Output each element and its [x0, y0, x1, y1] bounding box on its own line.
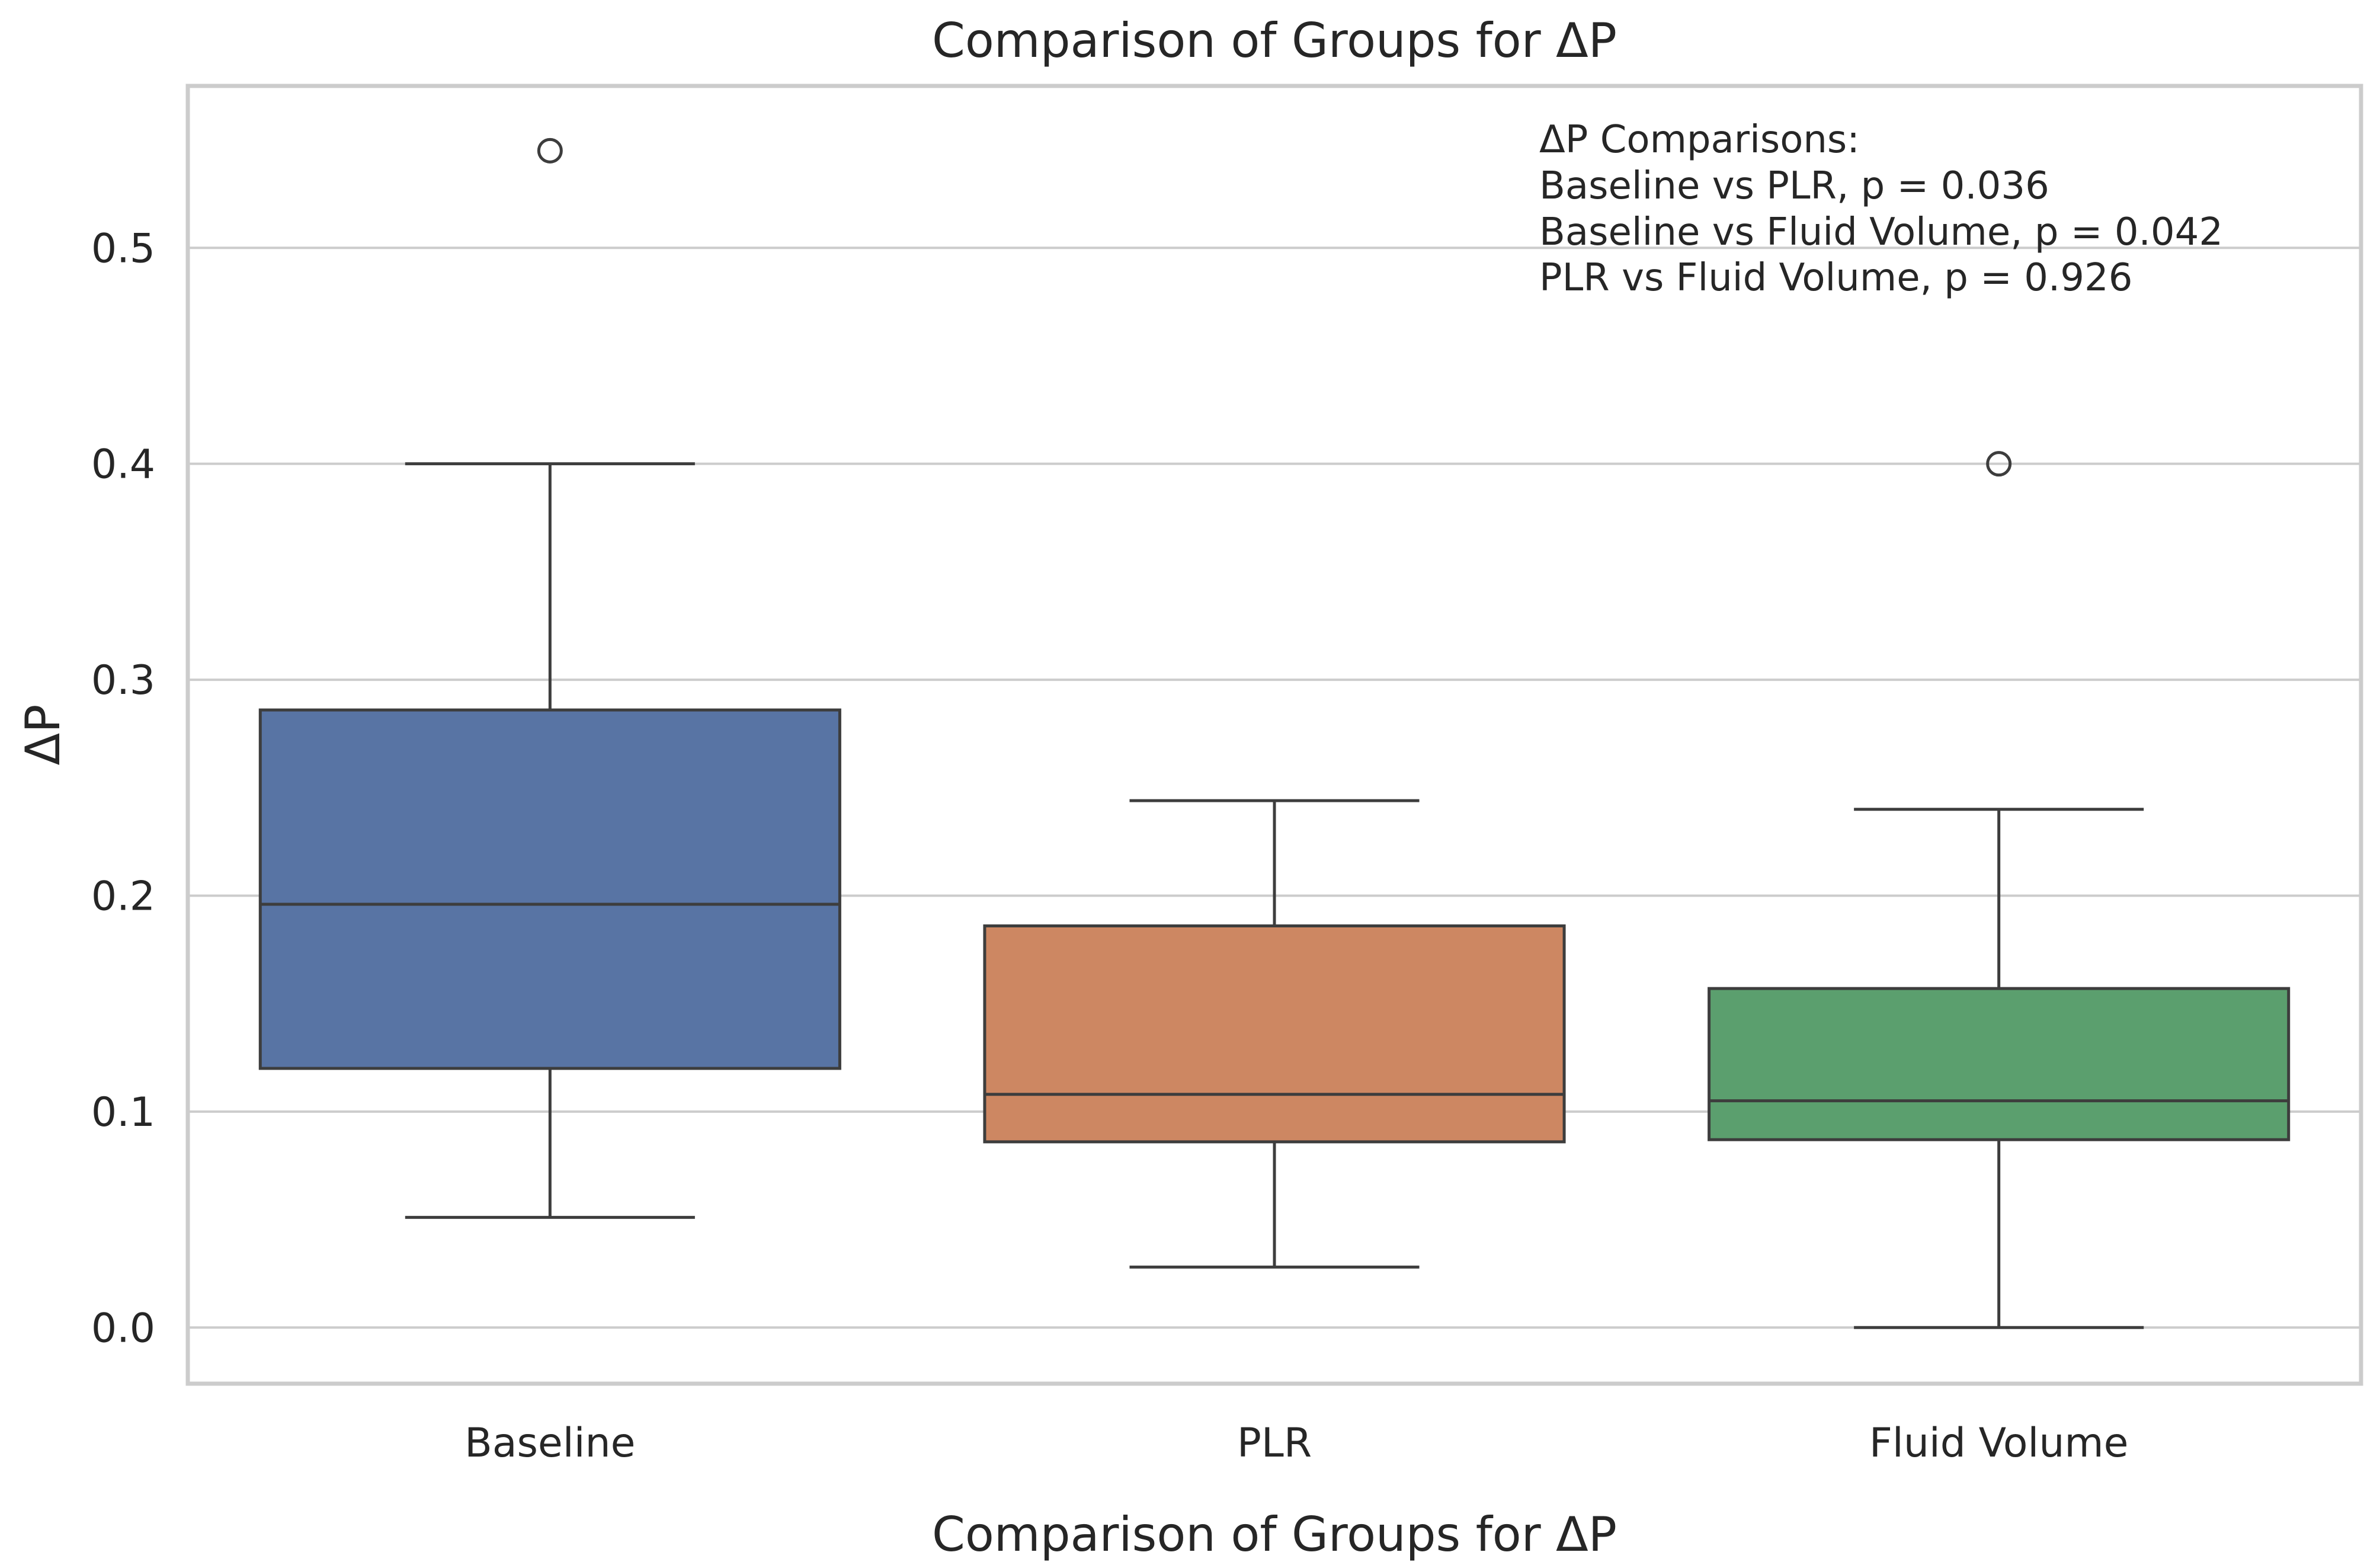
box-iqr — [983, 924, 1566, 1144]
y-tick-labels: 0.0 0.1 0.2 0.3 0.4 0.5 — [91, 225, 155, 1352]
y-tick-label: 0.0 — [91, 1305, 155, 1352]
boxes — [258, 137, 2291, 1329]
x-tick-label: Fluid Volume — [1869, 1420, 2129, 1467]
x-tick-labels: Baseline PLR Fluid Volume — [465, 1420, 2128, 1467]
outlier-point — [1986, 451, 2012, 477]
annotation-line: ΔP Comparisons: — [1539, 118, 1860, 162]
x-tick-label: Baseline — [465, 1420, 635, 1467]
annotation-line: Baseline vs Fluid Volume, p = 0.042 — [1539, 210, 2223, 254]
box-group — [258, 137, 841, 1219]
box-iqr — [258, 708, 841, 1070]
outlier-point — [537, 137, 563, 164]
chart-title: Comparison of Groups for ΔP — [932, 13, 1617, 68]
x-axis-title: Comparison of Groups for ΔP — [932, 1507, 1617, 1562]
y-tick-label: 0.4 — [91, 441, 155, 488]
annotation-line: Baseline vs PLR, p = 0.036 — [1539, 164, 2049, 208]
y-tick-label: 0.1 — [91, 1089, 155, 1136]
y-tick-label: 0.3 — [91, 657, 155, 704]
y-axis-title: ΔP — [15, 705, 71, 766]
box-group — [983, 799, 1566, 1269]
y-tick-label: 0.2 — [91, 873, 155, 920]
annotation-line: PLR vs Fluid Volume, p = 0.926 — [1539, 256, 2132, 300]
x-tick-label: PLR — [1237, 1420, 1312, 1467]
box-group — [1708, 451, 2291, 1329]
box-iqr — [1708, 987, 2291, 1141]
plot-frame — [185, 84, 2363, 1386]
stats-annotation: ΔP Comparisons: Baseline vs PLR, p = 0.0… — [1539, 118, 2223, 300]
y-tick-label: 0.5 — [91, 225, 155, 272]
